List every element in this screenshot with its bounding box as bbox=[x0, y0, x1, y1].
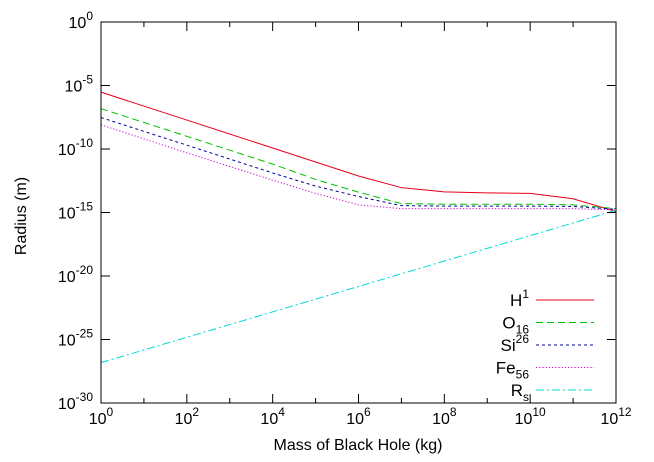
x-tick-label: 1010 bbox=[515, 405, 546, 428]
series-line-si26 bbox=[100, 117, 617, 210]
x-tick-labels: 100 102 104 106 108 1010 1012 bbox=[89, 405, 632, 428]
y-tick-labels: 100 10-5 10-10 10-15 10-20 10-25 10-30 bbox=[58, 9, 93, 413]
y-tick-label: 10-20 bbox=[58, 263, 93, 286]
legend-label-h1: H1 bbox=[510, 287, 529, 310]
y-tick-label: 10-10 bbox=[58, 136, 93, 159]
x-tick-label: 1012 bbox=[600, 405, 631, 428]
series-line-fe56 bbox=[100, 124, 617, 211]
legend-label-rs: Rs bbox=[511, 381, 529, 404]
series-line-rs bbox=[100, 209, 617, 364]
y-tick-label: 10-25 bbox=[58, 327, 93, 350]
axis-ticks bbox=[100, 21, 617, 404]
y-tick-label: 10-30 bbox=[58, 390, 93, 413]
x-tick-label: 108 bbox=[432, 405, 457, 428]
series-line-o16 bbox=[100, 108, 617, 210]
x-tick-label: 100 bbox=[89, 405, 114, 428]
x-tick-label: 104 bbox=[260, 405, 285, 428]
y-tick-label: 10-15 bbox=[58, 200, 93, 223]
series-line-h1 bbox=[100, 91, 617, 212]
y-axis-label: Radius (m) bbox=[13, 177, 30, 255]
legend-label-si26: Si26 bbox=[501, 332, 530, 355]
plot-lines bbox=[100, 91, 617, 364]
y-tick-label: 10-5 bbox=[65, 73, 94, 96]
y-tick-label: 100 bbox=[69, 9, 94, 32]
legend-label-o16: O16 bbox=[502, 314, 529, 337]
x-axis-label: Mass of Black Hole (kg) bbox=[274, 437, 443, 454]
x-tick-label: 106 bbox=[346, 405, 371, 428]
legend-label-fe56: Fe56 bbox=[496, 359, 530, 382]
x-tick-label: 102 bbox=[175, 405, 200, 428]
